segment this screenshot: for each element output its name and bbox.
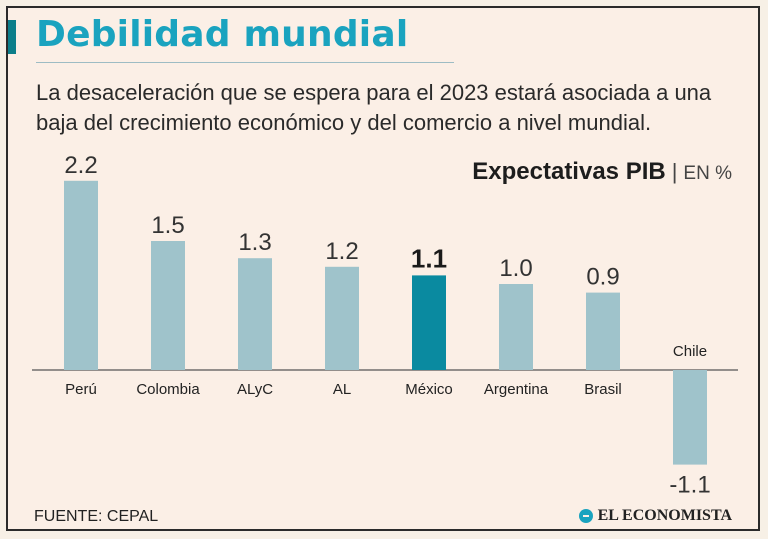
logo-text: EL ECONOMISTA bbox=[597, 507, 732, 524]
category-label-alyc: ALyC bbox=[237, 381, 273, 398]
value-label-mexico: 1.1 bbox=[411, 243, 447, 273]
bar-chart: 2.2 Perú 1.5 Colombia 1.3 ALyC 1.2 AL 1.1 México 1… bbox=[32, 152, 738, 498]
value-label-colombia: 1.5 bbox=[151, 212, 184, 239]
category-label-peru: Perú bbox=[65, 381, 97, 398]
bar-argentina bbox=[499, 284, 533, 370]
category-label-mexico: México bbox=[405, 381, 453, 398]
source-note: FUENTE: CEPAL bbox=[34, 508, 159, 525]
bar-alyc bbox=[238, 258, 272, 370]
bar-peru bbox=[64, 180, 98, 370]
chart-title: Expectativas PIB bbox=[472, 158, 666, 185]
category-label-al: AL bbox=[333, 381, 351, 398]
value-label-brasil: 0.9 bbox=[586, 264, 619, 291]
category-label-chile: Chile bbox=[673, 343, 707, 360]
bar-chile bbox=[673, 370, 707, 465]
value-label-peru: 2.2 bbox=[64, 152, 97, 179]
subtitle: La desaceleración que se espera para el … bbox=[36, 80, 712, 135]
bar-mexico bbox=[412, 275, 446, 370]
category-label-argentina: Argentina bbox=[484, 381, 549, 398]
bar-al bbox=[325, 266, 359, 370]
chart-unit: EN % bbox=[683, 163, 732, 184]
page-title: Debilidad mundial bbox=[36, 14, 409, 55]
value-label-chile: -1.1 bbox=[669, 472, 710, 498]
publisher-logo: EL ECONOMISTA bbox=[578, 507, 732, 525]
value-label-al: 1.2 bbox=[325, 238, 358, 265]
title-divider bbox=[36, 62, 454, 63]
bar-brasil bbox=[586, 292, 620, 370]
bar-colombia bbox=[151, 241, 185, 370]
infographic-frame: Debilidad mundial La desaceleración que … bbox=[6, 6, 760, 531]
value-label-argentina: 1.0 bbox=[499, 255, 532, 282]
chart-heading: Expectativas PIB | EN % bbox=[472, 158, 732, 186]
value-label-alyc: 1.3 bbox=[238, 229, 271, 256]
title-accent-bar bbox=[8, 20, 16, 54]
category-label-brasil: Brasil bbox=[584, 381, 622, 398]
category-label-colombia: Colombia bbox=[136, 381, 200, 398]
heading-separator: | bbox=[671, 159, 678, 184]
logo-icon bbox=[578, 509, 593, 523]
